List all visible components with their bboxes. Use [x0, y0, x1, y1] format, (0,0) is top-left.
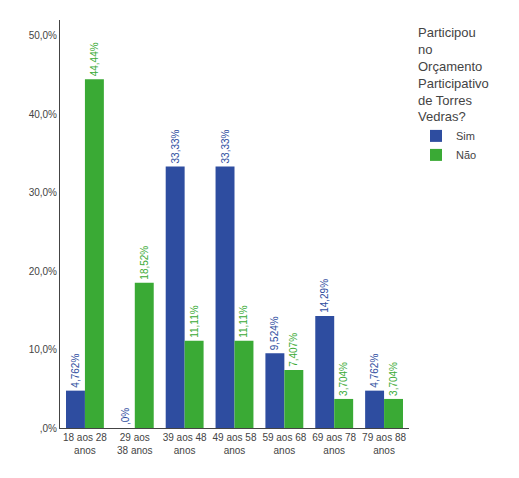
svg-text:33,33%: 33,33%	[220, 129, 231, 163]
svg-text:3,704%: 3,704%	[388, 362, 399, 396]
svg-text:33,33%: 33,33%	[170, 129, 181, 163]
svg-text:11,11%: 11,11%	[189, 305, 200, 338]
svg-text:49 aos 58anos: 49 aos 58anos	[213, 432, 257, 456]
svg-text:9,524%: 9,524%	[269, 316, 280, 350]
svg-text:4,762%: 4,762%	[70, 354, 81, 388]
svg-text:69 aos 78anos: 69 aos 78anos	[312, 432, 356, 456]
svg-text:29 aos38 anos: 29 aos38 anos	[117, 432, 153, 456]
svg-text:18 aos 28anos: 18 aos 28anos	[63, 432, 107, 456]
svg-text:30,0%: 30,0%	[29, 187, 57, 198]
svg-text:50,0%: 50,0%	[29, 30, 57, 41]
svg-text:44,44%: 44,44%	[89, 42, 100, 76]
svg-text:18,52%: 18,52%	[139, 246, 150, 280]
svg-text:7,407%: 7,407%	[288, 333, 299, 367]
svg-text:4,762%: 4,762%	[369, 354, 380, 388]
svg-text:3,704%: 3,704%	[338, 362, 349, 396]
svg-text:14,29%: 14,29%	[319, 279, 330, 313]
svg-text:10,0%: 10,0%	[29, 344, 57, 355]
svg-text:11,11%: 11,11%	[238, 305, 249, 338]
svg-text:ParticipounoOrçamentoParticipa: ParticipounoOrçamentoParticipativode Tor…	[418, 25, 489, 125]
svg-text:Não: Não	[456, 149, 476, 161]
svg-text:39 aos 48anos: 39 aos 48anos	[163, 432, 207, 456]
svg-text:20,0%: 20,0%	[29, 266, 57, 277]
svg-text:59 aos 68anos: 59 aos 68anos	[262, 432, 306, 456]
svg-text:,0%: ,0%	[40, 423, 57, 434]
svg-text:,0%: ,0%	[120, 408, 131, 425]
svg-text:79 aos 88anos: 79 aos 88anos	[362, 432, 406, 456]
svg-text:40,0%: 40,0%	[29, 109, 57, 120]
svg-text:Sim: Sim	[456, 130, 475, 142]
